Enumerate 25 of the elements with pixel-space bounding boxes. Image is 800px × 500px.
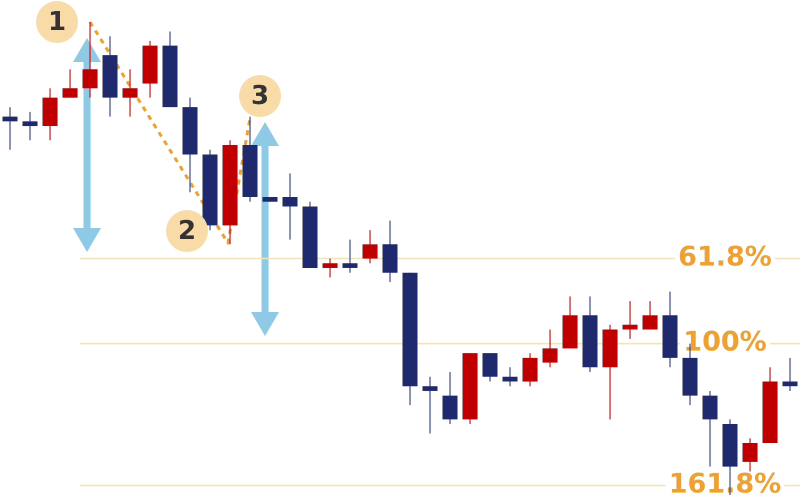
candlestick [322, 258, 338, 278]
candlestick [122, 68, 138, 118]
candlestick [342, 239, 358, 274]
annotation: 3 [250, 80, 270, 111]
annotation: 61.8% [678, 242, 772, 273]
annotation: 2 [178, 216, 196, 246]
candlestick [642, 300, 658, 330]
candlestick [522, 352, 538, 387]
candlestick [702, 390, 718, 468]
candlestick [2, 106, 18, 150]
candlestick [82, 22, 98, 98]
candlestick [442, 372, 458, 425]
candlestick [22, 111, 38, 141]
candlestick [422, 376, 438, 434]
annotation: 100% [683, 326, 767, 358]
candlestick [622, 300, 638, 340]
candlestick [362, 230, 378, 264]
candlestick [482, 352, 498, 382]
candlestick [542, 328, 558, 368]
candlestick [62, 68, 78, 98]
candlestick [502, 366, 518, 387]
candlestick [782, 357, 798, 392]
annotation: 1 [48, 6, 66, 37]
candlestick [282, 172, 298, 240]
candlestick [742, 438, 758, 472]
